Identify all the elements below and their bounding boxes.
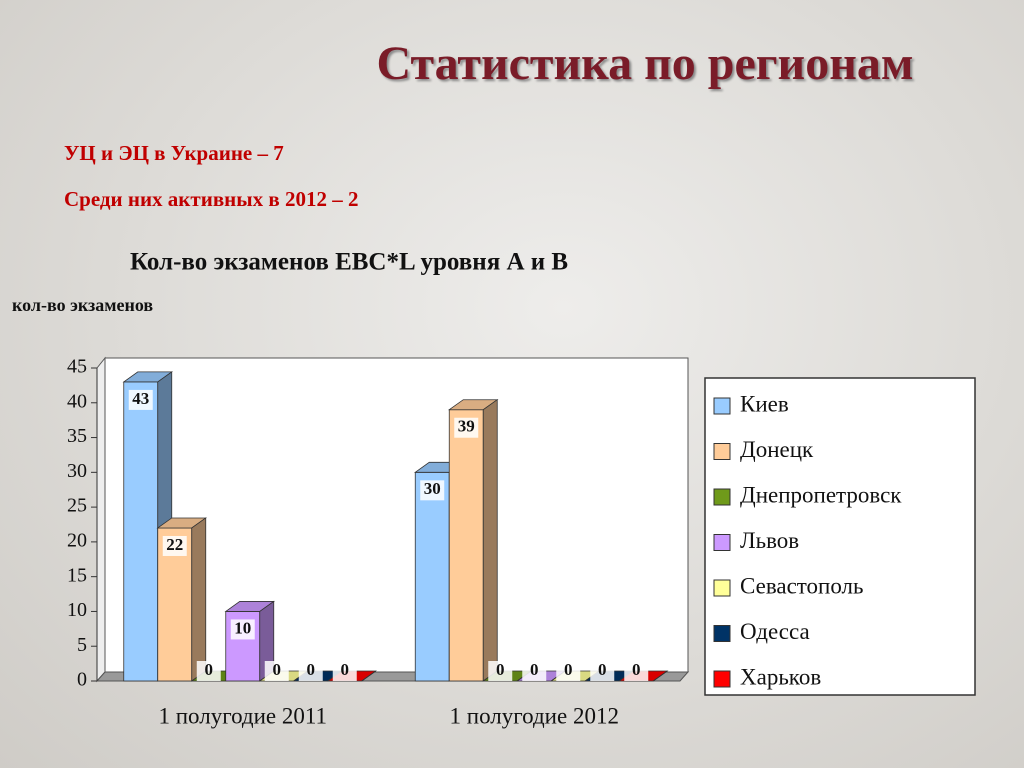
data-label-box	[556, 661, 581, 681]
data-label: 22	[166, 535, 183, 554]
data-label: 30	[424, 479, 441, 498]
legend-label: Одесса	[740, 619, 810, 644]
data-label: 0	[530, 660, 539, 679]
legend-swatch	[713, 443, 731, 460]
legend-label: Харьков	[740, 664, 821, 689]
y-tick-label: 15	[67, 564, 87, 586]
y-tick-label: 20	[67, 529, 87, 551]
bar	[123, 381, 159, 682]
data-label: 0	[341, 660, 350, 679]
data-label: 0	[632, 660, 641, 679]
bar-side	[653, 670, 668, 682]
data-label-box	[454, 417, 479, 438]
legend-swatch	[713, 625, 731, 642]
data-label: 0	[564, 660, 573, 679]
data-label-box	[128, 389, 153, 410]
data-label-box	[196, 661, 221, 681]
legend-swatch	[713, 579, 731, 597]
y-tick-label: 40	[67, 390, 87, 412]
slide-line: УЦ и ЭЦ в Украине – 7	[64, 141, 284, 165]
data-label-box	[332, 661, 357, 681]
y-tick-label: 0	[77, 669, 87, 691]
bar-side	[361, 670, 376, 682]
data-label: 10	[234, 618, 251, 637]
data-label-box	[624, 661, 649, 681]
legend-label: Днепропетровск	[740, 482, 902, 507]
data-label-box	[590, 661, 615, 681]
y-tick-label: 5	[77, 634, 87, 656]
bar	[448, 409, 484, 682]
y-tick-label: 35	[67, 425, 87, 447]
legend-label: Киев	[740, 391, 789, 416]
x-tick-label: 1 полугодие 2012	[450, 703, 619, 728]
data-label-box	[522, 661, 547, 681]
data-label-box	[162, 535, 187, 556]
data-label-box	[298, 661, 323, 681]
data-label: 39	[458, 417, 475, 436]
y-tick-label: 25	[67, 495, 87, 517]
data-label-box	[230, 619, 255, 640]
legend-swatch	[713, 534, 731, 551]
bar-side	[191, 517, 207, 682]
data-label: 43	[132, 389, 149, 408]
chart-title: Кол-во экзаменов EBC*L уровня А и В	[130, 249, 568, 276]
data-label: 0	[598, 660, 607, 679]
y-tick-label: 10	[67, 599, 87, 621]
bar	[414, 471, 450, 682]
legend-label: Донецк	[740, 437, 814, 462]
y-axis-label: кол-во экзаменов	[12, 295, 153, 315]
x-tick-label: 1 полугодие 2011	[158, 703, 327, 728]
side-wall	[96, 356, 106, 683]
data-label-box	[264, 661, 289, 681]
slide-title: Статистика по регионам	[376, 37, 913, 90]
legend-swatch	[713, 397, 731, 415]
data-label: 0	[496, 660, 505, 679]
bar-side	[482, 398, 498, 682]
data-label-box	[420, 480, 445, 501]
data-label: 0	[205, 660, 214, 679]
legend-swatch	[713, 670, 731, 688]
data-label: 0	[307, 660, 316, 679]
y-tick-label: 30	[67, 460, 87, 482]
data-label: 0	[273, 660, 282, 679]
y-tick-label: 45	[67, 356, 87, 378]
legend-label: Севастополь	[740, 573, 864, 598]
slide-line: Среди них активных в 2012 – 2	[64, 187, 359, 211]
legend-label: Львов	[740, 528, 799, 553]
legend-swatch	[713, 488, 731, 506]
data-label-box	[488, 661, 513, 681]
legend	[704, 377, 976, 696]
